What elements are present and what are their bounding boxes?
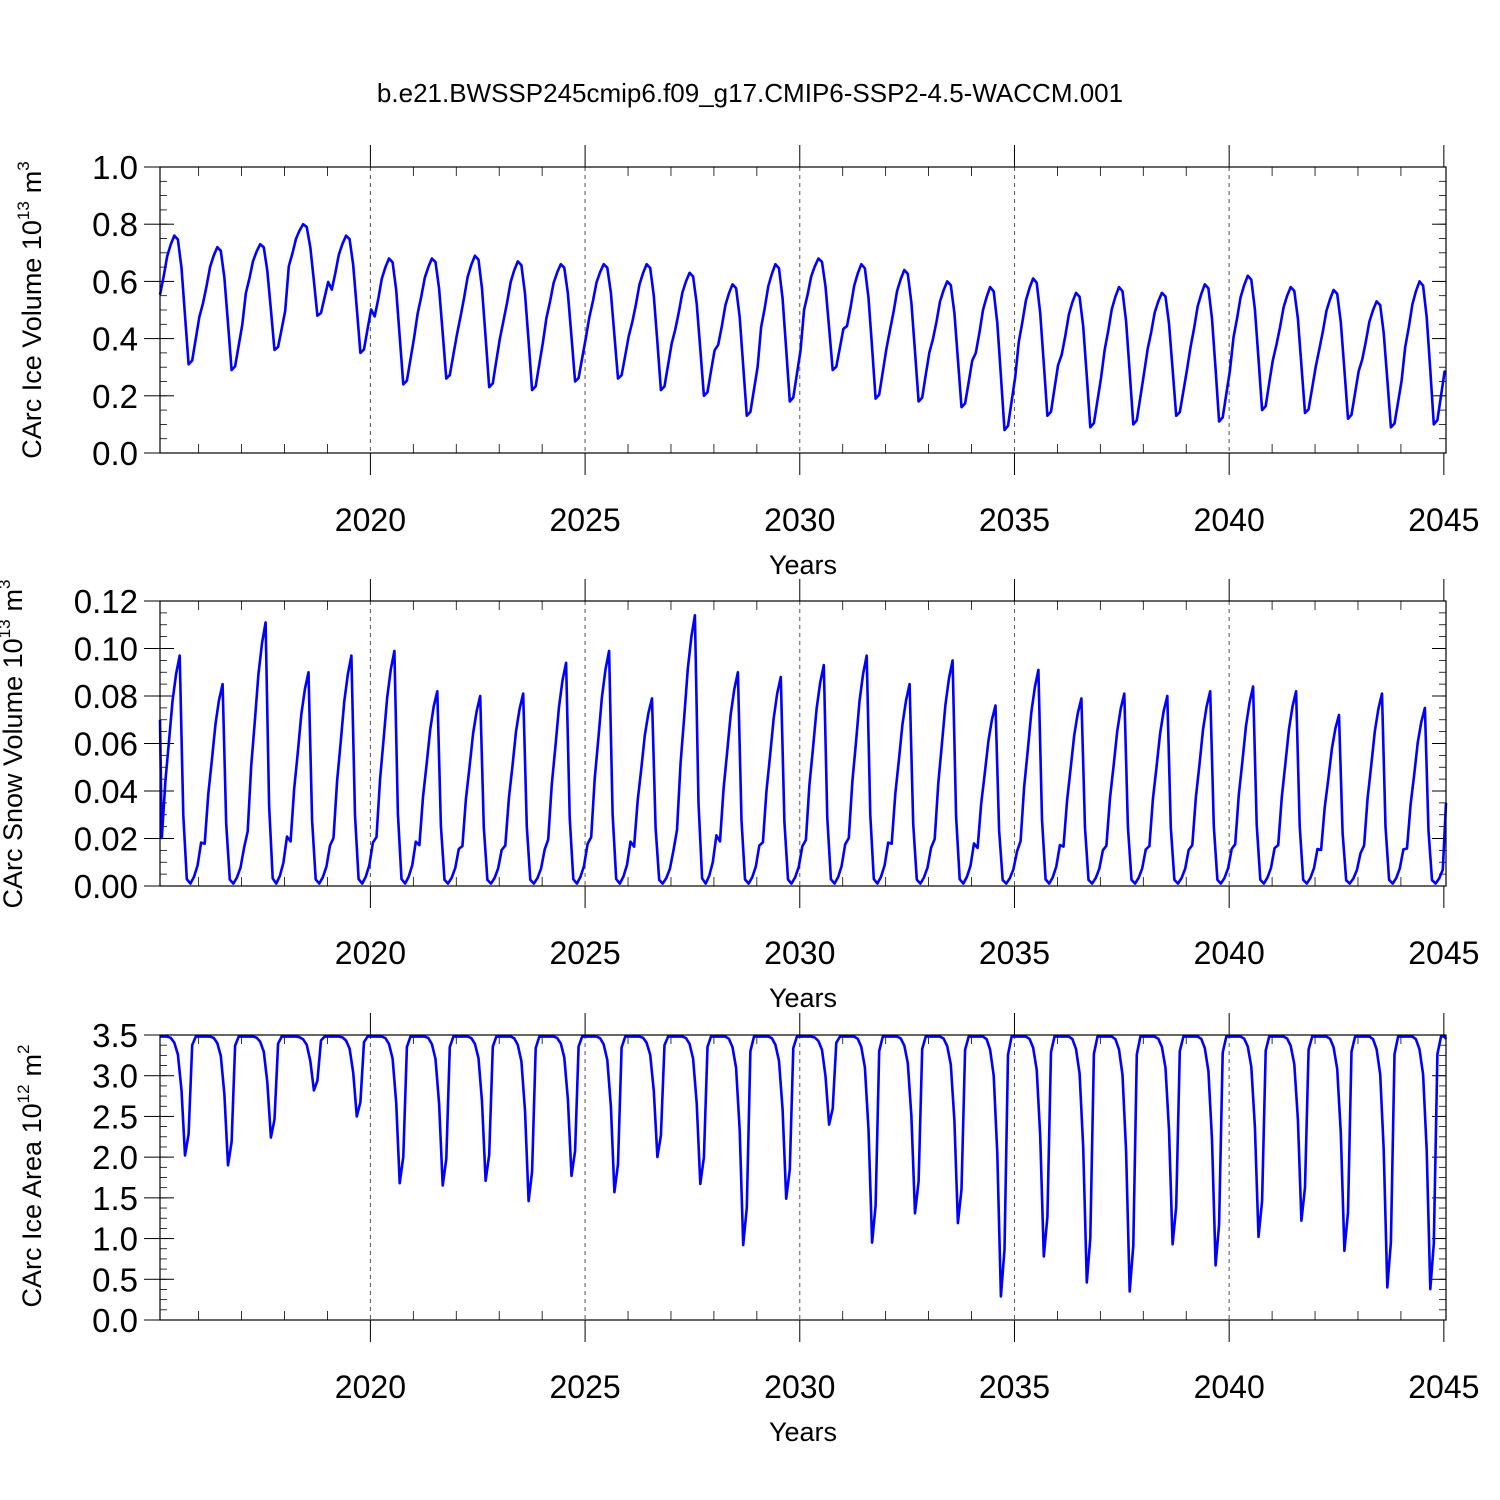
plot-frame (159, 600, 1447, 887)
y-axis-title-exp: 12 (14, 1084, 33, 1103)
x-tick-label: 2020 (335, 1369, 406, 1405)
y-axis-title-exp: 13 (0, 619, 14, 638)
y-axis-title-main: CArc Snow Volume 10 (0, 638, 28, 908)
y-tick-label: 2.5 (92, 1098, 138, 1135)
panel-ice-area: 0.0 0.51.0 1.5 2.0 2.53.0 3.5 2020 2025 2030 203… (14, 1013, 1479, 1447)
y-axis-title: CArc Ice Volume 1013 m3 (14, 161, 47, 459)
x-tick-label: 2020 (335, 502, 406, 538)
y-tick-label: 0.08 (74, 678, 138, 715)
x-axis-title: Years (769, 983, 837, 1013)
ice-volume-line (158, 222, 1447, 432)
x-tick-label: 2045 (1408, 1369, 1479, 1405)
grid-lines (369, 601, 1230, 886)
x-axis-ticks: 2020 2025 2030 2035 2040 2045 (335, 1013, 1479, 1405)
y-axis-ticks: 0.00 0.02 0.04 0.06 0.08 0.10 0.12 (74, 583, 1446, 905)
y-tick-label: 1.0 (92, 1221, 138, 1258)
y-tick-label: 0.0 (92, 1302, 138, 1339)
y-tick-label: 1.5 (92, 1180, 138, 1217)
y-axis-title: CArc Ice Area 1012 m2 (14, 1045, 47, 1308)
y-axis-title-unit-exp: 2 (14, 1045, 33, 1054)
y-axis-title-unit: m (17, 1054, 47, 1077)
x-axis-ticks: 2020 2025 2030 2035 2040 2045 (335, 145, 1479, 538)
y-tick-label: 0.00 (74, 868, 138, 905)
x-tick-label: 2040 (1194, 502, 1265, 538)
panel-snow-volume: 0.00 0.02 0.04 0.06 0.08 0.10 0.12 2020 2025 203… (0, 579, 1479, 1013)
y-tick-label: 0.8 (92, 206, 138, 243)
x-tick-label: 2040 (1194, 1369, 1265, 1405)
y-tick-label: 0.10 (74, 631, 138, 668)
minor-ticks (160, 166, 1446, 454)
y-axis-title-unit-exp: 3 (14, 161, 33, 170)
y-tick-label: 0.0 (92, 435, 138, 472)
x-tick-label: 2045 (1408, 935, 1479, 971)
y-tick-label: 3.0 (92, 1058, 138, 1095)
x-axis-title: Years (769, 1417, 837, 1447)
x-tick-label: 2030 (764, 502, 835, 538)
y-tick-label: 2.0 (92, 1139, 138, 1176)
x-tick-label: 2025 (549, 502, 620, 538)
x-tick-label: 2030 (764, 935, 835, 971)
x-tick-label: 2030 (764, 1369, 835, 1405)
x-tick-label: 2045 (1408, 502, 1479, 538)
x-tick-label: 2020 (335, 935, 406, 971)
y-axis-title-main: CArc Ice Volume 10 (17, 220, 47, 459)
y-axis-ticks: 0.0 0.2 0.4 0.6 0.8 1.0 (92, 149, 1446, 472)
y-tick-label: 0.5 (92, 1261, 138, 1298)
plot-frame (159, 1034, 1447, 1321)
y-axis-title-unit: m (0, 589, 28, 612)
y-axis-ticks: 0.0 0.51.0 1.5 2.0 2.53.0 3.5 (92, 1017, 1446, 1339)
x-tick-label: 2035 (979, 935, 1050, 971)
y-axis-title-unit-exp: 3 (0, 579, 14, 588)
plot-frame (159, 166, 1447, 454)
snow-volume-line (158, 614, 1448, 885)
grid-lines (369, 1035, 1230, 1320)
x-tick-label: 2025 (549, 1369, 620, 1405)
chart-title: b.e21.BWSSP245cmip6.f09_g17.CMIP6-SSP2-4… (377, 78, 1123, 108)
x-tick-label: 2040 (1194, 935, 1265, 971)
x-tick-label: 2025 (549, 935, 620, 971)
y-tick-label: 0.6 (92, 263, 138, 300)
y-tick-label: 3.5 (92, 1017, 138, 1054)
y-tick-label: 0.2 (92, 378, 138, 415)
y-axis-title: CArc Snow Volume 1013 m3 (0, 579, 28, 908)
y-axis-title-unit: m (17, 171, 47, 194)
grid-lines (369, 167, 1230, 453)
x-axis-ticks: 2020 2025 2030 2035 2040 2045 (335, 579, 1479, 971)
x-axis-title: Years (769, 550, 837, 580)
y-tick-label: 0.12 (74, 583, 138, 620)
panel-ice-volume: 0.00.20.40.60.81.0 2020 2025 2030 2035 2040 2… (14, 145, 1479, 580)
y-tick-label: 0.02 (74, 821, 138, 858)
y-axis-title-exp: 13 (14, 201, 33, 220)
y-tick-label: 0.04 (74, 773, 138, 810)
y-tick-label: 1.0 (92, 149, 138, 186)
ice-area-line (160, 1035, 1448, 1298)
y-axis-title-main: CArc Ice Area 10 (17, 1103, 47, 1307)
y-tick-label: 0.4 (92, 321, 138, 358)
x-tick-label: 2035 (979, 1369, 1050, 1405)
x-tick-label: 2035 (979, 502, 1050, 538)
y-tick-label: 0.06 (74, 726, 138, 763)
